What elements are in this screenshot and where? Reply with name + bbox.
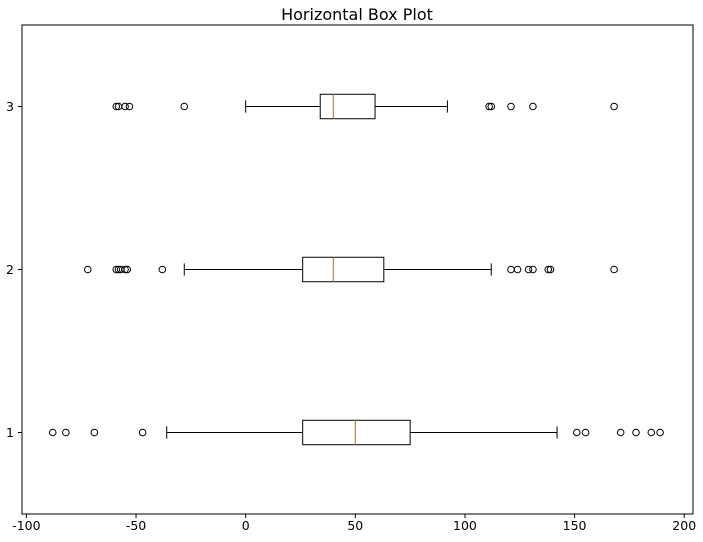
y-tick-label: 1: [6, 425, 14, 440]
outlier-point: [62, 428, 70, 437]
outlier-point: [529, 102, 537, 111]
outlier-point: [507, 102, 515, 111]
box-group-2: [83, 256, 618, 283]
outlier-point: [507, 265, 515, 274]
outlier-point: [513, 265, 522, 274]
outlier-point: [112, 102, 121, 111]
x-tick-label: 0: [242, 518, 250, 533]
outlier-point: [485, 102, 493, 111]
outlier-point: [83, 265, 92, 274]
box-group-1: [48, 419, 664, 446]
x-tick-label: 100: [453, 518, 477, 533]
outlier-point: [529, 265, 537, 274]
y-tick-label: 3: [6, 99, 14, 114]
x-tick-label: -100: [12, 518, 40, 533]
outlier-point: [546, 265, 555, 274]
outlier-point: [48, 428, 57, 437]
outlier-point: [581, 428, 590, 437]
outlier-point: [610, 265, 618, 274]
x-tick-label: 150: [563, 518, 587, 533]
outlier-point: [125, 102, 134, 111]
iqr-box: [302, 419, 411, 446]
outlier-point: [121, 102, 129, 111]
chart-title: Horizontal Box Plot: [281, 5, 433, 24]
outlier-point: [647, 428, 656, 437]
boxes-layer: [48, 93, 664, 446]
x-tick-label: 50: [347, 518, 363, 533]
outlier-point: [138, 428, 147, 437]
outlier-point: [180, 102, 189, 111]
iqr-box: [302, 256, 385, 283]
outlier-point: [524, 265, 533, 274]
x-axis: -100 -50 0 50 100 150 200: [12, 514, 696, 533]
outlier-point: [90, 428, 99, 437]
outlier-point: [572, 428, 581, 437]
outlier-point: [610, 102, 618, 111]
x-tick-label: 200: [672, 518, 696, 533]
outlier-point: [121, 265, 129, 274]
y-axis: 1 2 3: [6, 99, 22, 440]
box-group-3: [112, 93, 618, 120]
outlier-point: [656, 428, 664, 437]
outlier-point: [632, 428, 640, 437]
outlier-point: [123, 265, 132, 274]
outlier-point: [544, 265, 553, 274]
iqr-box: [319, 93, 376, 120]
outlier-point: [616, 428, 625, 437]
outlier-point: [158, 265, 167, 274]
plot-area-frame: [21, 24, 694, 515]
y-tick-label: 2: [6, 262, 14, 277]
x-tick-label: -50: [126, 518, 146, 533]
outlier-point: [112, 265, 121, 274]
outlier-point: [487, 102, 496, 111]
